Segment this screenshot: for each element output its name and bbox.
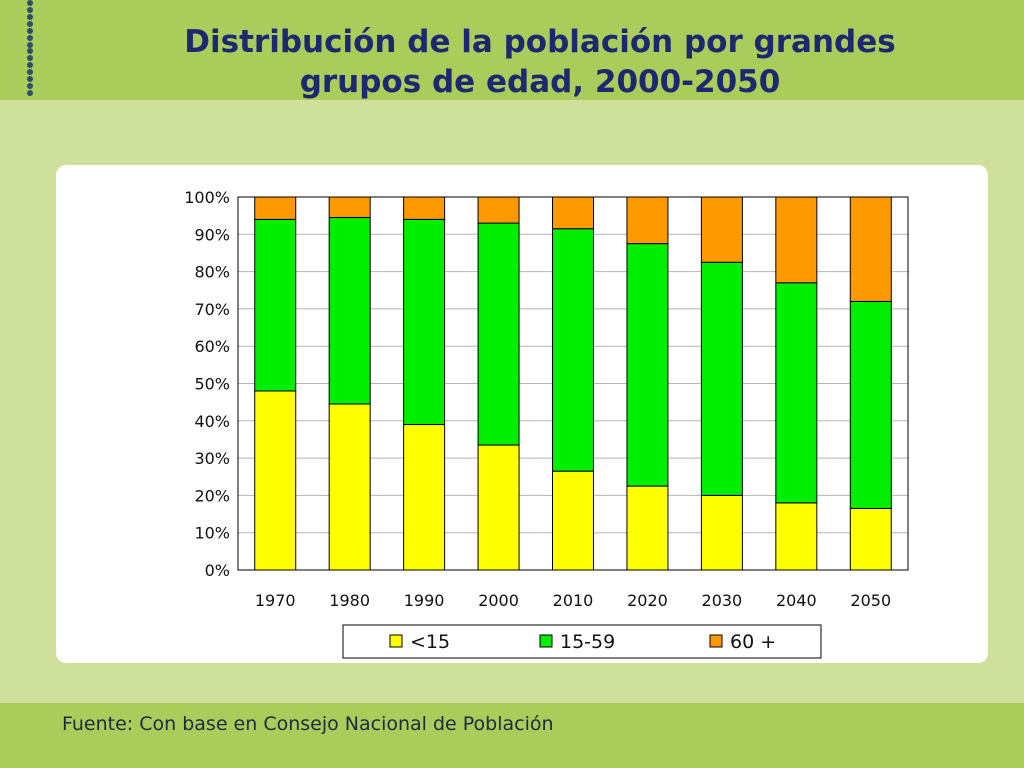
bar-segment [477, 444, 520, 571]
y-tick-label: 20% [194, 486, 230, 505]
stacked-bar-chart: 0% 10% 20% 30% 40% 50% 60% 70% 80% 90% 100% 1970 198… [184, 188, 909, 659]
x-tick-label: 1980 [329, 591, 370, 610]
bar-segment [477, 196, 520, 224]
legend-swatch [389, 634, 403, 648]
bar-segment [328, 217, 371, 405]
bar-segment [700, 494, 743, 571]
bar-segment [775, 196, 818, 284]
bar-segment [403, 218, 446, 426]
x-tick-label: 2040 [776, 591, 817, 610]
decorative-dots [26, 0, 34, 96]
legend-box [342, 624, 822, 659]
y-tick-label: 90% [194, 225, 230, 244]
x-tick-label: 2010 [553, 591, 594, 610]
header-band [0, 0, 1024, 100]
bar-segment [849, 507, 892, 571]
bar-segment [552, 196, 594, 230]
y-tick-label: 0% [205, 561, 230, 580]
bar-segment [700, 196, 743, 263]
chart-panel: 0% 10% 20% 30% 40% 50% 60% 70% 80% 90% 100% 1970 198… [56, 165, 988, 663]
x-tick-label: 1970 [255, 591, 296, 610]
title-line-2: grupos de edad, 2000-2050 [299, 64, 781, 100]
legend-label: <15 [410, 631, 450, 653]
bar-segment [254, 390, 297, 571]
source-note: Fuente: Con base en Consejo Nacional de … [62, 713, 554, 735]
bar-segment [700, 261, 743, 496]
bar-segment [626, 243, 669, 487]
x-tick-label: 2020 [627, 591, 668, 610]
bar-segment [477, 222, 520, 446]
y-tick-label: 50% [194, 375, 230, 394]
legend-swatch [539, 634, 553, 648]
x-tick-label: 2050 [850, 591, 891, 610]
y-tick-label: 60% [194, 337, 230, 356]
plot-frame [237, 196, 909, 571]
x-tick-label: 1990 [404, 591, 445, 610]
bar-segment [552, 470, 594, 571]
x-tick-label: 2030 [702, 591, 743, 610]
bar-segment [775, 502, 818, 571]
bar-segment [626, 196, 669, 245]
legend-swatch [709, 634, 723, 648]
y-tick-label: 70% [194, 300, 230, 319]
bar-segment [775, 282, 818, 504]
y-tick-label: 10% [194, 524, 230, 543]
bar-segment [849, 300, 892, 509]
y-tick-label: 30% [194, 449, 230, 468]
legend-label: 60 + [730, 631, 776, 653]
bar-segment [328, 403, 371, 571]
bar-segment [403, 424, 446, 571]
y-tick-label: 80% [194, 263, 230, 282]
bar-segment [626, 485, 669, 571]
bar-segment [552, 228, 594, 472]
legend-label: 15-59 [560, 631, 615, 653]
bar-segment [403, 196, 446, 220]
y-tick-label: 100% [184, 188, 230, 207]
x-tick-label: 2000 [478, 591, 519, 610]
bar-segment [254, 196, 297, 220]
bar-segment [254, 218, 297, 392]
page-title: Distribución de la población por grandes… [130, 22, 950, 102]
bar-segment [328, 196, 371, 219]
footer-band [0, 703, 1024, 768]
title-line-1: Distribución de la población por grandes [184, 24, 896, 60]
bar-segment [849, 196, 892, 302]
y-tick-label: 40% [194, 412, 230, 431]
